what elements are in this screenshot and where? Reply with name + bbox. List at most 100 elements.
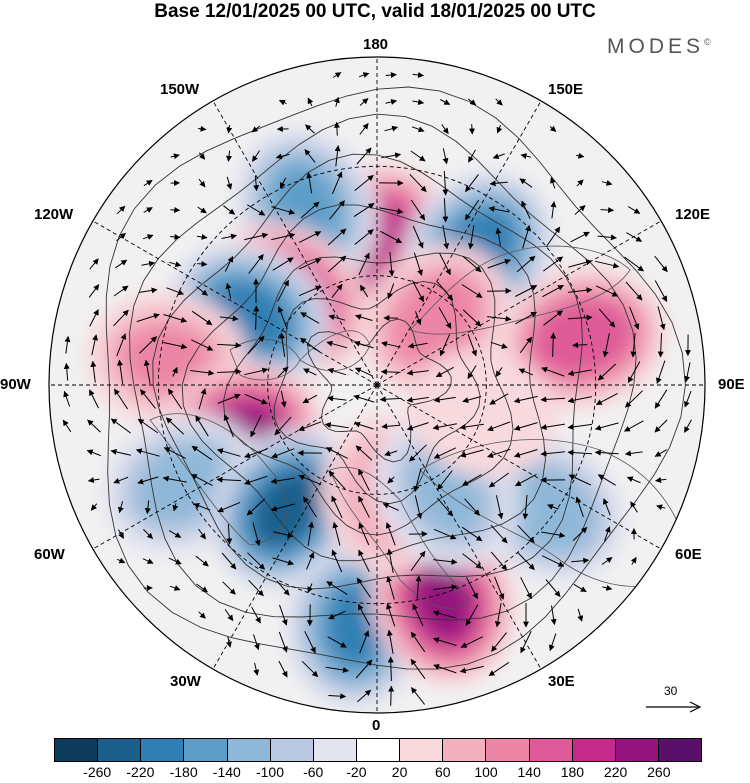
wind-vector <box>411 687 425 705</box>
wind-vector <box>413 252 423 276</box>
wind-vector <box>270 477 295 485</box>
wind-vector <box>467 225 475 250</box>
wind-vector <box>549 125 557 132</box>
wind-vector <box>572 526 588 541</box>
wind-vector <box>385 522 396 546</box>
wind-vector <box>327 228 347 246</box>
wind-vector <box>354 175 374 191</box>
wind-vector <box>300 337 320 353</box>
colorbar-bin <box>184 739 228 761</box>
lon-label-60w: 60W <box>34 546 65 563</box>
wind-vector <box>325 666 349 673</box>
wind-vector <box>331 549 343 573</box>
wind-vector <box>251 150 261 162</box>
wind-vector <box>193 503 211 511</box>
wind-vector <box>432 610 457 619</box>
coastline <box>149 413 288 546</box>
wind-vector <box>492 153 505 160</box>
coastline <box>229 338 301 381</box>
wind-vector <box>568 287 593 294</box>
wind-vector <box>568 259 593 268</box>
colorbar-bin <box>98 739 142 761</box>
wind-vector <box>89 309 99 327</box>
colorbar-tick-label: 220 <box>603 764 628 780</box>
wind-vector <box>517 552 535 571</box>
wind-vector <box>437 470 453 490</box>
wind-vector <box>216 448 241 457</box>
wind-vector <box>354 229 374 245</box>
wind-vector <box>623 420 644 432</box>
wind-vector <box>196 583 208 593</box>
wind-vector <box>226 176 233 190</box>
wind-vector <box>460 636 484 648</box>
wind-vector <box>574 205 586 215</box>
colorbar-tick-label: -220 <box>126 764 155 780</box>
lon-label-150e: 150E <box>548 81 584 98</box>
wind-vector <box>442 148 449 165</box>
colorbar-bin <box>400 739 444 761</box>
wind-vector <box>278 99 287 106</box>
wind-vector <box>488 661 510 677</box>
wind-vector <box>541 555 565 567</box>
wind-vector <box>381 423 401 430</box>
wind-vector <box>191 310 213 326</box>
wind-vector <box>272 257 294 271</box>
wind-vector <box>520 153 532 160</box>
wind-vector <box>358 522 370 546</box>
meridian-line <box>212 100 378 386</box>
wind-vector <box>513 395 538 404</box>
wind-vector <box>380 368 401 375</box>
wind-vector <box>223 205 236 215</box>
wind-vector <box>88 284 100 298</box>
wind-vector <box>216 476 242 483</box>
wind-vector <box>135 448 160 457</box>
wind-vector <box>247 204 266 216</box>
wind-vector <box>116 205 126 215</box>
lon-label-30w: 30W <box>170 673 201 690</box>
wind-vector <box>163 447 186 459</box>
wind-vector <box>144 500 151 515</box>
wind-vector <box>300 312 320 324</box>
colorbar-bin <box>615 739 659 761</box>
wind-vector <box>547 504 559 510</box>
wind-vector <box>630 332 637 358</box>
wind-vector <box>162 475 187 483</box>
wind-vector <box>380 230 403 244</box>
wind-vector <box>595 260 620 269</box>
wind-vector <box>325 447 348 459</box>
wind-vector <box>166 287 185 296</box>
wind-vector <box>140 389 156 409</box>
wind-vector <box>280 390 287 408</box>
wind-vector <box>433 664 457 674</box>
wind-vector <box>550 201 557 219</box>
wind-vector <box>462 255 482 273</box>
wind-vector <box>459 665 484 674</box>
wind-vector <box>90 360 97 383</box>
wind-vector <box>113 309 129 327</box>
wind-vector <box>462 553 482 569</box>
wind-vector <box>654 280 668 303</box>
wind-vector <box>277 279 289 302</box>
wind-vector <box>411 280 425 303</box>
wind-vector <box>226 524 233 545</box>
wind-vector <box>412 225 424 249</box>
wind-vector <box>410 550 426 571</box>
wind-vector <box>494 603 502 628</box>
negative-anomaly-center <box>210 427 365 590</box>
wind-vector <box>307 97 314 107</box>
wind-vector <box>495 98 503 106</box>
wind-vector <box>110 418 131 434</box>
wind-vector <box>406 369 429 376</box>
map-title: Base 12/01/2025 00 UTC, valid 18/01/2025… <box>154 1 596 22</box>
wind-vector <box>602 584 613 591</box>
wind-vector <box>412 72 424 78</box>
wind-vector <box>541 531 566 539</box>
wind-vector <box>387 283 395 300</box>
wind-vector <box>358 468 370 491</box>
wind-vector <box>328 610 346 620</box>
parallel-circle <box>267 275 487 495</box>
lon-label-150w: 150W <box>160 81 200 98</box>
wind-vector <box>515 285 538 297</box>
wind-vector <box>657 306 666 331</box>
brand-name: MODES <box>607 35 705 58</box>
